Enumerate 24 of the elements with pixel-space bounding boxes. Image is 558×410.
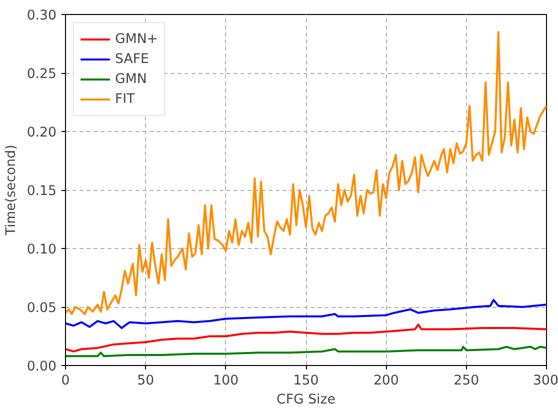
y-tick-label: 0.00 [26,360,57,374]
x-tick-label: 150 [293,374,319,388]
x-tick-label: 300 [533,374,558,388]
x-tick-label: 200 [373,374,399,388]
x-axis-title: CFG Size [276,392,336,408]
line-series [66,298,546,330]
y-tick-label: 0.10 [26,242,57,258]
line-series [66,346,546,358]
line-series [66,324,546,352]
x-tick-label: 250 [454,374,480,388]
y-tick-label: 0.20 [26,126,57,140]
y-tick-label: 0.30 [26,8,57,24]
legend-label: GMN [115,72,147,86]
legend-label: SAFE [115,52,149,66]
x-tick-label: 50 [137,374,154,388]
legend-label: GMN+ [115,32,158,46]
legend-label: FIT [115,92,135,106]
x-tick-label: 100 [213,374,239,388]
x-tick-label: 0 [61,374,70,388]
y-axis-title: Time(second) [4,144,19,236]
y-tick-label: 0.25 [26,67,57,82]
y-tick-label: 0.05 [26,301,57,316]
y-tick-label: 0.15 [26,184,57,199]
line-series [66,31,546,316]
